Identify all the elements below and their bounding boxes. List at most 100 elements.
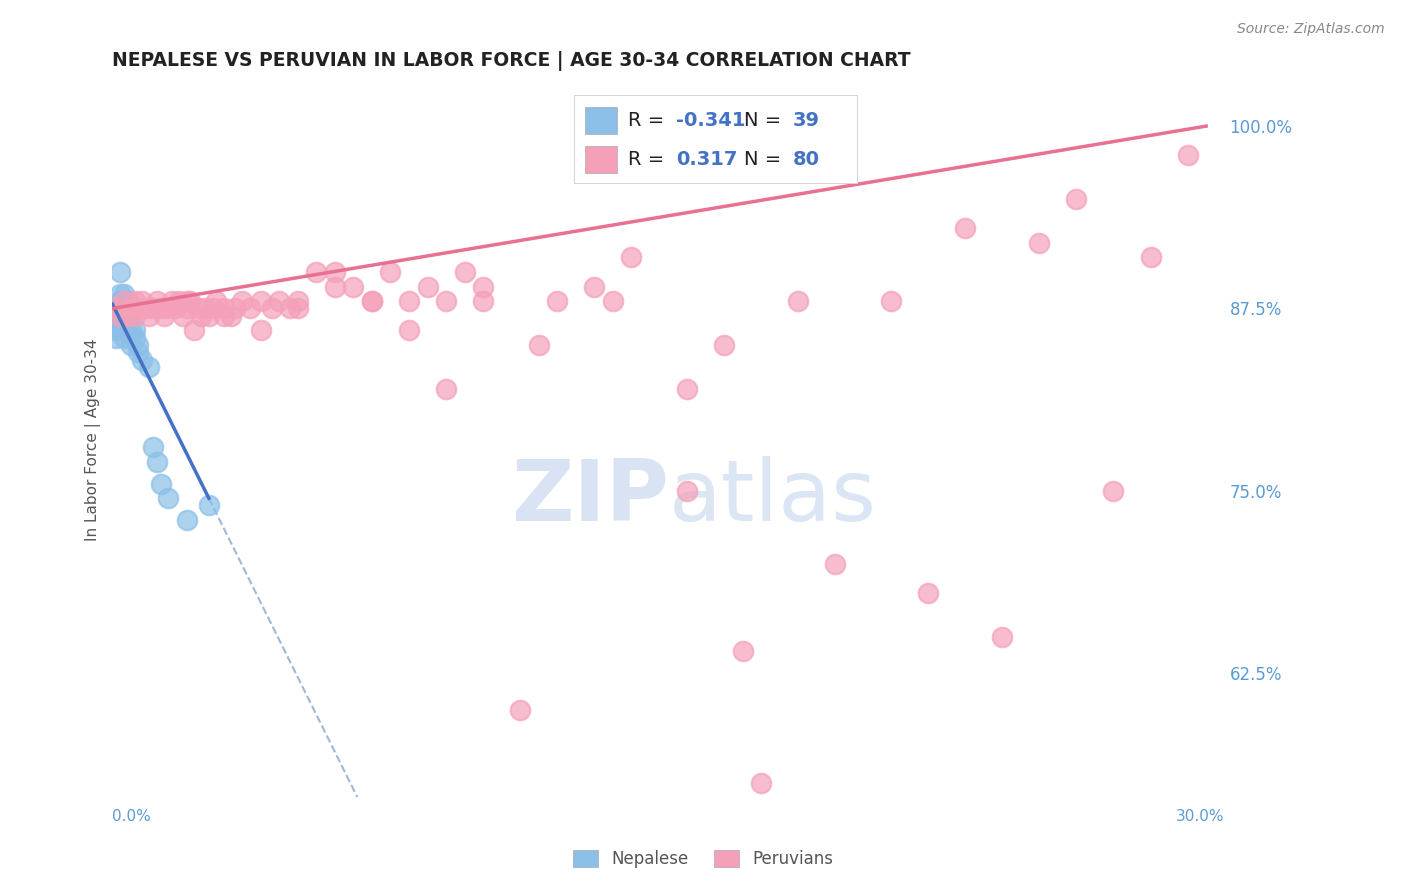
Point (108, 309, 131, 323)
Point (212, 301, 235, 316)
Point (287, 294, 309, 309)
Point (583, 279, 606, 293)
Point (124, 331, 146, 345)
Point (124, 294, 146, 309)
Point (176, 294, 198, 309)
Legend: Nepalese, Peruvians: Nepalese, Peruvians (567, 843, 839, 875)
Point (127, 338, 149, 352)
Point (434, 294, 457, 309)
Point (131, 352, 153, 367)
Point (472, 294, 495, 309)
Point (138, 359, 160, 374)
Point (105, 331, 128, 345)
Point (219, 309, 242, 323)
Point (824, 557, 846, 571)
Point (115, 309, 138, 323)
Text: NEPALESE VS PERUVIAN IN LABOR FORCE | AGE 30-34 CORRELATION CHART: NEPALESE VS PERUVIAN IN LABOR FORCE | AG… (112, 51, 911, 70)
Point (287, 301, 309, 316)
Text: atlas: atlas (669, 456, 876, 539)
Point (361, 294, 384, 309)
Point (224, 301, 246, 316)
Point (546, 294, 568, 309)
Point (115, 309, 138, 323)
Point (194, 301, 217, 316)
Point (787, 294, 810, 309)
Point (249, 294, 271, 309)
Text: 30.0%: 30.0% (1177, 809, 1225, 824)
Point (991, 630, 1014, 644)
Point (1066, 192, 1088, 206)
Point (620, 251, 643, 265)
Point (231, 294, 253, 309)
Point (124, 323, 146, 337)
Point (142, 301, 165, 316)
Point (112, 286, 135, 301)
Point (172, 309, 194, 323)
Point (120, 323, 142, 337)
Point (323, 265, 346, 279)
Point (380, 265, 402, 279)
Point (120, 309, 142, 323)
Point (127, 301, 149, 316)
Point (157, 491, 180, 505)
Point (323, 279, 346, 293)
Point (280, 301, 302, 316)
Point (676, 483, 699, 498)
Point (131, 294, 153, 309)
Point (917, 586, 939, 600)
Point (176, 513, 198, 527)
Point (602, 294, 624, 309)
Point (149, 301, 172, 316)
Point (105, 301, 128, 316)
Point (472, 279, 495, 293)
Point (108, 323, 131, 337)
Point (416, 279, 439, 293)
Point (135, 301, 157, 316)
Point (108, 316, 131, 330)
Point (201, 301, 224, 316)
Point (398, 323, 420, 337)
Point (183, 323, 205, 337)
Point (167, 294, 190, 309)
Point (142, 440, 165, 454)
Point (731, 644, 754, 658)
Point (179, 294, 201, 309)
Y-axis label: In Labor Force | Age 30-34: In Labor Force | Age 30-34 (86, 339, 101, 541)
Point (749, 775, 772, 789)
Point (112, 331, 135, 345)
Point (198, 499, 221, 513)
Point (953, 221, 976, 235)
Point (713, 338, 735, 352)
Point (112, 309, 135, 323)
Point (1102, 483, 1125, 498)
Point (527, 338, 550, 352)
Point (269, 294, 291, 309)
Point (112, 323, 135, 337)
Point (249, 323, 271, 337)
Point (453, 265, 475, 279)
Point (108, 265, 131, 279)
Point (880, 294, 903, 309)
Point (198, 309, 221, 323)
Point (112, 301, 135, 316)
Point (305, 265, 328, 279)
Point (1177, 148, 1199, 162)
Point (112, 294, 135, 309)
Point (115, 294, 138, 309)
Point (105, 301, 128, 316)
Point (149, 476, 172, 491)
Point (115, 323, 138, 337)
Point (176, 301, 198, 316)
Point (138, 309, 160, 323)
Point (165, 301, 187, 316)
Text: ZIP: ZIP (510, 456, 669, 539)
Point (108, 301, 131, 316)
Point (108, 286, 131, 301)
Text: Source: ZipAtlas.com: Source: ZipAtlas.com (1237, 22, 1385, 37)
Point (146, 455, 169, 469)
Point (105, 323, 128, 337)
Point (239, 301, 262, 316)
Point (1139, 251, 1161, 265)
Point (108, 294, 131, 309)
Point (115, 316, 138, 330)
